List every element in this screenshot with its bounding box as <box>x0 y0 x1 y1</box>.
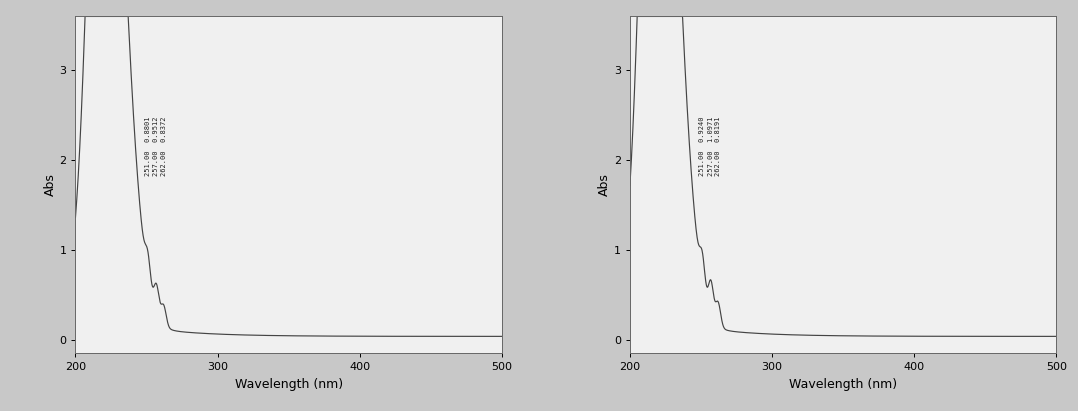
Text: 251.00  0.8801: 251.00 0.8801 <box>144 117 151 176</box>
Text: 262.00  0.8372: 262.00 0.8372 <box>161 117 167 176</box>
Y-axis label: Abs: Abs <box>598 173 611 196</box>
Text: 262.00  0.8191: 262.00 0.8191 <box>715 117 721 176</box>
X-axis label: Wavelength (nm): Wavelength (nm) <box>789 378 897 391</box>
Text: 251.00  0.9240: 251.00 0.9240 <box>700 117 705 176</box>
Text: 257.00  1.0971: 257.00 1.0971 <box>708 117 714 176</box>
Y-axis label: Abs: Abs <box>43 173 56 196</box>
X-axis label: Wavelength (nm): Wavelength (nm) <box>235 378 343 391</box>
Text: 257.00  0.9512: 257.00 0.9512 <box>153 117 160 176</box>
